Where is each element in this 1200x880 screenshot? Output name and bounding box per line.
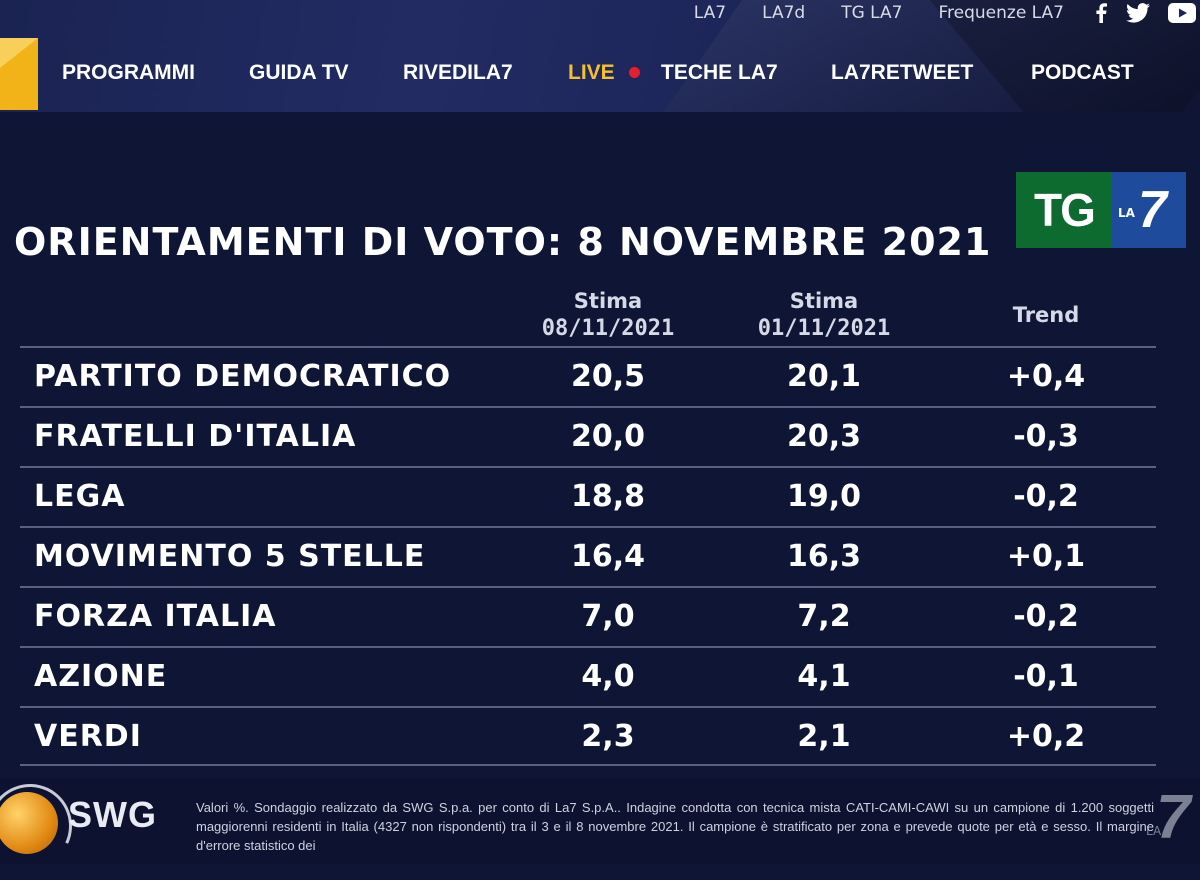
column-header-label: Stima <box>789 289 859 313</box>
swg-logo: SWG <box>68 794 157 835</box>
column-header-date: 01/11/2021 <box>757 316 891 341</box>
previous-estimate: 20,3 <box>786 419 862 454</box>
column-header-label: Trend <box>1012 303 1080 327</box>
poll-table: PARTITO DEMOCRATICO 20,5 20,1 +0,4 FRATE… <box>20 346 1156 766</box>
site-header: LA7 LA7d TG LA7 Frequenze LA7 PROGRAMMI … <box>0 0 1200 112</box>
current-estimate: 16,4 <box>570 539 646 574</box>
nav-guida-tv[interactable]: GUIDA TV <box>249 61 349 84</box>
trend-value: -0,2 <box>1013 479 1079 514</box>
table-row: LEGA 18,8 19,0 -0,2 <box>20 466 1156 526</box>
la7-logo[interactable] <box>0 38 38 110</box>
trend-value: +0,4 <box>1006 359 1086 394</box>
top-link-la7[interactable]: LA7 <box>693 3 727 23</box>
la7-watermark: 7 LA <box>1146 783 1191 852</box>
column-header-label: Stima <box>573 289 643 313</box>
current-estimate: 20,0 <box>570 419 646 454</box>
party-name: LEGA <box>34 479 126 514</box>
methodology-note: Valori %. Sondaggio realizzato da SWG S.… <box>196 800 1154 853</box>
top-links-bar: LA7 LA7d TG LA7 Frequenze LA7 <box>694 0 1200 26</box>
current-estimate: 2,3 <box>581 719 635 754</box>
trend-value: -0,1 <box>1013 659 1079 694</box>
column-header-previous: Stima 01/11/2021 <box>724 288 924 342</box>
nav-la7retweet[interactable]: LA7RETWEET <box>831 61 974 84</box>
current-estimate: 20,5 <box>570 359 646 394</box>
party-name: VERDI <box>34 719 142 754</box>
party-name: PARTITO DEMOCRATICO <box>34 359 452 394</box>
nav-teche-la7[interactable]: TECHE LA7 <box>661 61 778 84</box>
trend-value: -0,3 <box>1013 419 1079 454</box>
swg-logo-icon <box>0 792 58 854</box>
table-row: FORZA ITALIA 7,0 7,2 -0,2 <box>20 586 1156 646</box>
previous-estimate: 19,0 <box>786 479 862 514</box>
current-estimate: 7,0 <box>581 599 635 634</box>
nav-rivedila7[interactable]: RIVEDILA7 <box>403 61 513 84</box>
top-link-tgla7[interactable]: TG LA7 <box>841 3 903 23</box>
nav-live[interactable]: LIVE <box>568 61 615 84</box>
poll-title: ORIENTAMENTI DI VOTO: 8 NOVEMBRE 2021 <box>14 220 992 264</box>
column-header-trend: Trend <box>966 302 1126 329</box>
party-name: FRATELLI D'ITALIA <box>34 419 357 454</box>
twitter-icon[interactable] <box>1126 3 1150 23</box>
previous-estimate: 7,2 <box>797 599 851 634</box>
previous-estimate: 4,1 <box>797 659 851 694</box>
top-link-frequenze[interactable]: Frequenze LA7 <box>938 3 1064 23</box>
la7-logo-la: LA <box>1118 206 1135 220</box>
social-links <box>1094 3 1196 23</box>
table-row: VERDI 2,3 2,1 +0,2 <box>20 706 1156 766</box>
current-estimate: 18,8 <box>570 479 646 514</box>
previous-estimate: 2,1 <box>797 719 851 754</box>
trend-value: +0,2 <box>1006 719 1086 754</box>
trend-value: -0,2 <box>1013 599 1079 634</box>
youtube-icon[interactable] <box>1168 3 1196 23</box>
table-row: MOVIMENTO 5 STELLE 16,4 16,3 +0,1 <box>20 526 1156 586</box>
party-name: FORZA ITALIA <box>34 599 277 634</box>
main-nav: PROGRAMMI GUIDA TV RIVEDILA7 LIVE TECHE … <box>0 56 1200 90</box>
party-name: AZIONE <box>34 659 168 694</box>
table-row: FRATELLI D'ITALIA 20,0 20,3 -0,3 <box>20 406 1156 466</box>
nav-programmi[interactable]: PROGRAMMI <box>62 61 195 84</box>
previous-estimate: 16,3 <box>786 539 862 574</box>
table-row: AZIONE 4,0 4,1 -0,1 <box>20 646 1156 706</box>
tg-logo-part: TG <box>1016 172 1112 248</box>
column-header-current: Stima 08/11/2021 <box>508 288 708 342</box>
previous-estimate: 20,1 <box>786 359 862 394</box>
la7-logo-seven: 7 <box>1138 181 1167 239</box>
table-row: PARTITO DEMOCRATICO 20,5 20,1 +0,4 <box>20 346 1156 406</box>
poll-footer: SWG Valori %. Sondaggio realizzato da SW… <box>0 772 1200 880</box>
trend-value: +0,1 <box>1006 539 1086 574</box>
tg-la7-logo: TG LA 7 <box>1016 172 1186 248</box>
current-estimate: 4,0 <box>581 659 635 694</box>
top-link-la7d[interactable]: LA7d <box>762 3 806 23</box>
column-header-date: 08/11/2021 <box>541 316 675 341</box>
nav-podcast[interactable]: PODCAST <box>1031 61 1134 84</box>
la7-logo-part: LA 7 <box>1112 172 1186 248</box>
live-indicator-dot <box>629 67 640 78</box>
facebook-icon[interactable] <box>1094 3 1108 23</box>
party-name: MOVIMENTO 5 STELLE <box>34 539 426 574</box>
